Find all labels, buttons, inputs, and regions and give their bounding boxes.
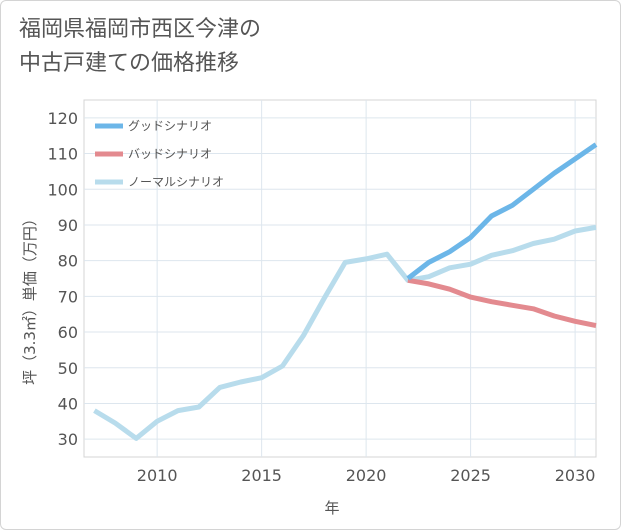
y-axis-label: 坪（3.3㎡）単価（万円） <box>21 211 39 385</box>
y-tick-label: 100 <box>47 180 78 199</box>
y-tick-label: 30 <box>58 430 78 449</box>
series-line-2 <box>407 277 597 329</box>
x-tick-label: 2010 <box>137 466 178 485</box>
x-tick-label: 2020 <box>346 466 387 485</box>
legend-label: ノーマルシナリオ <box>128 175 224 189</box>
x-tick-label: 2015 <box>241 466 282 485</box>
y-tick-labels: 30 40 50 60 70 80 90 100 110 120 <box>47 109 78 449</box>
series-lines <box>93 142 598 441</box>
x-tick-label: 2025 <box>450 466 491 485</box>
series-line-3 <box>93 224 597 441</box>
chart-title-line-2: 中古戸建ての価格推移 <box>19 51 240 76</box>
plot-area <box>83 99 597 458</box>
y-tick-label: 120 <box>47 109 78 128</box>
legend-label: バッドシナリオ <box>128 147 212 161</box>
chart-title: 福岡県福岡市西区今津の 中古戸建ての価格推移 <box>19 13 261 81</box>
x-axis-label: 年 <box>324 499 339 517</box>
y-tick-label: 50 <box>58 359 78 378</box>
y-tick-label: 70 <box>58 287 78 306</box>
chart-title-line-1: 福岡県福岡市西区今津の <box>19 17 262 42</box>
y-tick-label: 60 <box>58 323 78 342</box>
x-tick-label: 2030 <box>555 466 596 485</box>
y-tick-label: 40 <box>58 394 78 413</box>
y-tick-label: 90 <box>58 216 78 235</box>
legend-label: グッドシナリオ <box>128 119 212 133</box>
y-tick-label: 80 <box>58 252 78 271</box>
series-line-1 <box>406 142 598 281</box>
y-tick-label: 110 <box>47 145 78 164</box>
x-tick-labels: 2010 2015 2020 2025 2030 <box>137 466 596 485</box>
